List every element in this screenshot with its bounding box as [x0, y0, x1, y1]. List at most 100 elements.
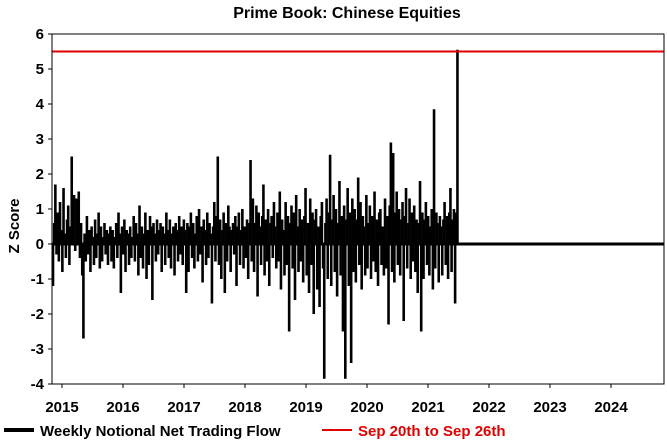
bar — [265, 244, 269, 262]
y-tick-label: 5 — [36, 61, 44, 78]
bar — [61, 244, 64, 272]
bar — [344, 244, 347, 379]
bar — [242, 244, 245, 269]
bar — [197, 209, 201, 244]
bar — [55, 244, 58, 255]
bar — [440, 244, 444, 276]
bar — [352, 244, 355, 272]
bar — [322, 244, 326, 379]
bar — [168, 219, 172, 244]
bar — [276, 212, 279, 244]
x-tick-label: 2024 — [594, 399, 628, 416]
legend-label-reference: Sep 20th to Sep 26th — [358, 423, 506, 440]
bar — [366, 244, 369, 269]
bar — [381, 226, 384, 244]
bar — [246, 244, 250, 279]
bar — [90, 226, 93, 244]
bar — [162, 233, 166, 244]
bar — [68, 244, 71, 265]
bar — [64, 244, 68, 258]
bar — [368, 205, 372, 244]
bar — [444, 244, 448, 265]
bar — [398, 244, 402, 276]
bar — [237, 212, 241, 244]
bar — [379, 209, 382, 244]
bar — [85, 216, 89, 244]
x-tick-label: 2023 — [533, 399, 566, 416]
bar — [241, 209, 244, 244]
bar — [285, 244, 289, 265]
bar — [238, 244, 242, 265]
bar — [54, 184, 57, 244]
bar — [123, 219, 126, 244]
bar — [284, 202, 287, 244]
bar — [183, 230, 187, 244]
bar — [422, 244, 425, 279]
bar — [118, 233, 121, 244]
bar — [283, 244, 286, 276]
bar — [169, 244, 173, 269]
bar — [224, 223, 228, 244]
bar — [315, 244, 319, 290]
bar — [116, 244, 119, 258]
bar — [286, 216, 290, 244]
bar — [109, 226, 112, 244]
bar — [402, 244, 405, 321]
bar — [84, 244, 88, 262]
x-tick-label: 2019 — [289, 399, 322, 416]
bar — [437, 244, 441, 283]
bar — [110, 244, 113, 262]
bar — [354, 244, 358, 283]
bar — [155, 219, 159, 244]
bar — [128, 226, 132, 244]
bar — [173, 244, 176, 276]
x-tick-label: 2018 — [228, 399, 261, 416]
bar — [410, 212, 414, 244]
bar — [119, 244, 123, 293]
bar — [375, 219, 379, 244]
bar — [271, 244, 275, 258]
bar — [409, 244, 412, 279]
bar — [78, 244, 82, 258]
bar — [223, 244, 227, 293]
bar — [401, 202, 404, 244]
bar — [59, 230, 63, 244]
bar — [184, 244, 188, 293]
bar — [416, 244, 419, 293]
bar — [120, 226, 124, 244]
bar — [439, 226, 443, 244]
bar — [251, 198, 255, 244]
y-tick-label: -4 — [31, 376, 45, 393]
bar — [372, 244, 375, 262]
y-tick-label: 1 — [36, 201, 44, 218]
bar — [165, 212, 168, 244]
bar — [428, 244, 431, 276]
bar — [307, 244, 311, 293]
bar — [86, 244, 90, 255]
bar — [99, 226, 103, 244]
bar — [363, 244, 367, 276]
bar — [70, 156, 74, 244]
bar — [445, 216, 449, 244]
legend: Weekly Notional Net Trading Flow Sep 20t… — [4, 423, 506, 440]
bar — [320, 202, 324, 244]
bar — [225, 244, 229, 262]
bar — [133, 244, 137, 262]
bar — [190, 244, 194, 258]
y-tick-label: 6 — [36, 26, 44, 43]
bar — [393, 244, 396, 283]
bar — [204, 244, 208, 265]
y-tick-label: 0 — [36, 236, 44, 253]
bar — [383, 198, 387, 244]
bar — [300, 219, 304, 244]
bar — [387, 244, 390, 325]
bar — [351, 198, 354, 244]
bar — [58, 202, 62, 244]
bar — [358, 244, 361, 265]
bar — [373, 191, 376, 244]
bar — [263, 244, 266, 276]
bar — [294, 195, 298, 244]
bar — [274, 244, 278, 269]
bar — [92, 244, 96, 265]
bar — [347, 244, 351, 286]
